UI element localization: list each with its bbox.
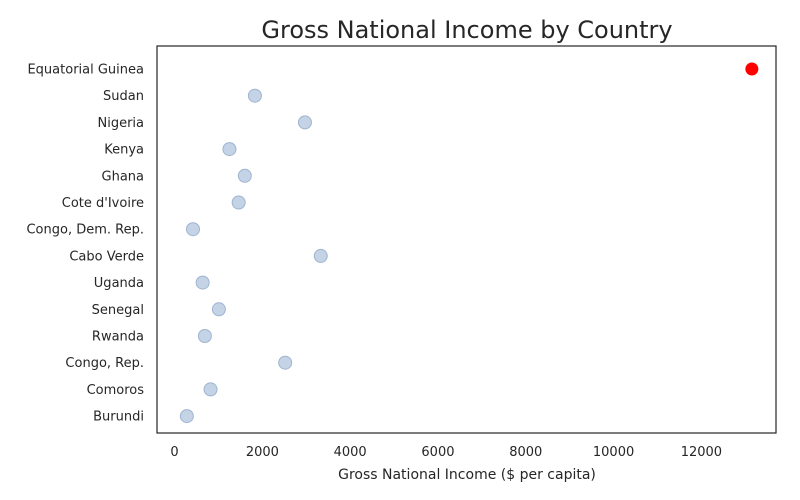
x-tick-label-12000: 12000	[681, 445, 722, 460]
y-tick-label-kenya: Kenya	[104, 143, 144, 158]
data-point-burundi	[179, 409, 194, 424]
y-tick-label-cote-d-ivoire: Cote d'Ivoire	[62, 196, 144, 211]
x-axis-ticks: 0 2000 4000 6000 8000 10000 12000	[170, 445, 722, 460]
points-layer	[179, 62, 759, 424]
y-tick-label-cabo-verde: Cabo Verde	[69, 249, 144, 264]
data-point-congo-dem-rep	[185, 222, 200, 237]
highlight-point-equatorial-guinea	[745, 62, 759, 76]
data-point-uganda	[195, 275, 210, 290]
data-point-kenya	[222, 142, 237, 157]
y-tick-label-uganda: Uganda	[94, 276, 144, 291]
x-tick-label-4000: 4000	[334, 445, 367, 460]
x-tick-label-8000: 8000	[509, 445, 542, 460]
chart-title: Gross National Income by Country	[261, 16, 672, 44]
data-point-sudan	[247, 88, 262, 103]
x-tick-label-2000: 2000	[246, 445, 279, 460]
y-tick-label-sudan: Sudan	[103, 89, 144, 104]
x-tick-label-6000: 6000	[421, 445, 454, 460]
y-tick-label-senegal: Senegal	[92, 303, 144, 318]
y-tick-label-congo-dem-rep: Congo, Dem. Rep.	[26, 223, 144, 238]
y-tick-label-congo-rep: Congo, Rep.	[65, 356, 144, 371]
y-tick-label-equatorial-guinea: Equatorial Guinea	[27, 63, 144, 78]
data-point-rwanda	[197, 329, 212, 343]
x-tick-label-10000: 10000	[593, 445, 634, 460]
y-tick-label-burundi: Burundi	[93, 410, 144, 425]
data-point-senegal	[211, 302, 226, 317]
data-point-nigeria	[297, 115, 312, 130]
y-tick-label-comoros: Comoros	[87, 383, 145, 398]
y-tick-label-rwanda: Rwanda	[92, 330, 144, 345]
x-axis-label: Gross National Income ($ per capita)	[338, 467, 596, 483]
plot-frame	[156, 45, 777, 434]
data-point-congo-rep	[278, 355, 293, 370]
data-point-comoros	[203, 382, 218, 397]
y-axis-ticks: Equatorial Guinea Sudan Nigeria Kenya Ghana C…	[26, 63, 144, 425]
data-point-ghana	[237, 168, 252, 183]
data-point-cote-d-ivoire	[231, 195, 246, 210]
y-tick-label-nigeria: Nigeria	[97, 116, 144, 131]
y-tick-label-ghana: Ghana	[102, 169, 145, 184]
x-tick-label-0: 0	[170, 445, 178, 460]
data-point-cabo-verde	[313, 248, 328, 263]
